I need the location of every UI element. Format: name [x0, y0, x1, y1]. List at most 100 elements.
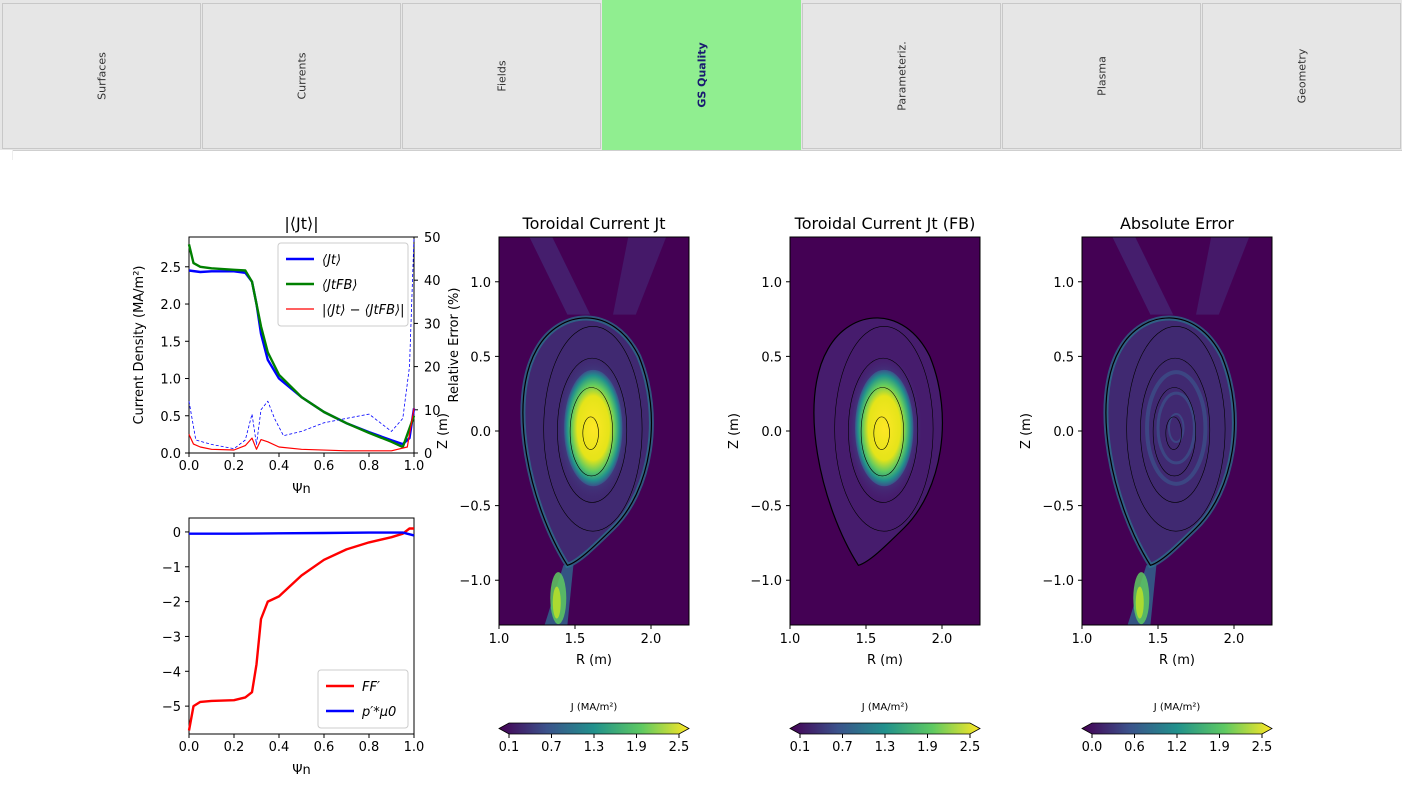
- colorbar-tick-label: 1.2: [1167, 740, 1188, 755]
- x-tick-label: 1.0: [489, 632, 510, 647]
- tab-fields[interactable]: Fields: [402, 3, 601, 149]
- y-tick-label: 0.5: [1053, 350, 1074, 365]
- flux-contour: [1165, 416, 1182, 450]
- legend-label: |⟨Jt⟩ − ⟨JtFB⟩|: [322, 303, 404, 318]
- flux-contour: [848, 357, 919, 503]
- legend-label: ⟨Jt⟩: [322, 253, 341, 268]
- x-axis-label: R (m): [576, 653, 612, 668]
- colorbar-tick-label: 0.7: [541, 740, 562, 755]
- y-tick-label: 0.0: [1053, 425, 1074, 440]
- x-tick-label: 0.2: [224, 740, 245, 755]
- y-tick-label: 0.5: [470, 350, 491, 365]
- colorbar-tick-label: 2.5: [960, 740, 981, 755]
- colorbar-tick-label: 1.9: [626, 740, 647, 755]
- chart-ff-prime: 0.0 0.2 0.4 0.6 0.8 1.0 0 −1 −2 −3 −4 −5 Ψn FF′ p′*μ0: [162, 517, 425, 778]
- tab-geometry[interactable]: Geometry: [1202, 3, 1401, 149]
- y-axis-label: Z (m): [1019, 413, 1034, 449]
- divertor-leg: [552, 586, 561, 619]
- y-tick-label: 0.5: [761, 350, 782, 365]
- x-tick-label: 0.2: [224, 459, 245, 474]
- x-tick-label: 1.0: [404, 459, 425, 474]
- colorbar-tick-label: 1.3: [584, 740, 605, 755]
- x-axis-label: R (m): [1159, 653, 1195, 668]
- colorbar-label: J (MA/m²): [570, 702, 618, 713]
- y-tick-label: 1.5: [160, 335, 181, 350]
- y2-tick-label: 0: [424, 447, 432, 462]
- colorbar-tick-label: 2.5: [1252, 740, 1273, 755]
- legend-label: ⟨JtFB⟩: [322, 278, 357, 293]
- legend-label: p′*μ0: [361, 705, 396, 720]
- tab-currents[interactable]: Currents: [202, 3, 401, 149]
- y-tick-label: −0.5: [459, 500, 491, 515]
- colorbar-tick-label: 1.9: [917, 740, 938, 755]
- series-line: [188, 236, 415, 450]
- figure-canvas: 0.0 0.2 0.4 0.6 0.8 1.0 0.0 0.5 1.0 1.5 2.0 2.5 0 10 2…: [12, 160, 1402, 802]
- figure-svg: 0.0 0.2 0.4 0.6 0.8 1.0 0.0 0.5 1.0 1.5 2.0 2.5 0 10 2…: [132, 214, 1273, 778]
- current-core: [855, 369, 914, 487]
- y-tick-label: 1.0: [470, 276, 491, 291]
- flux-contour: [873, 416, 890, 450]
- x-tick-label: 1.0: [780, 632, 801, 647]
- legend-label: FF′: [362, 680, 380, 695]
- x-tick-label: 0.6: [314, 740, 335, 755]
- colorbar: [1081, 722, 1273, 735]
- x-tick-label: 1.5: [1148, 632, 1169, 647]
- tab-label: Parameteriz.: [895, 41, 908, 111]
- y-tick-label: −1.0: [1042, 574, 1074, 589]
- plasma-boundary: [522, 317, 653, 567]
- plasma-region: [1105, 317, 1235, 566]
- tab-label: Currents: [295, 52, 308, 100]
- y-axis-label: Z (m): [436, 413, 451, 449]
- tab-gs-quality[interactable]: GS Quality: [602, 0, 801, 150]
- y-tick-label: 2.0: [160, 298, 181, 313]
- x-tick-label: 2.0: [932, 632, 953, 647]
- flux-contour: [557, 357, 628, 503]
- x-tick-label: 1.0: [1072, 632, 1093, 647]
- flux-contour: [860, 387, 904, 477]
- tab-label: Fields: [495, 60, 508, 92]
- tab-plasma[interactable]: Plasma: [1002, 3, 1201, 149]
- chart-absolute-error: 1.0 1.5 2.0 1.0 0.5 0.0 −0.5 −1.0 Absolute Error…: [1019, 214, 1273, 755]
- series-line: [187, 527, 414, 731]
- heatmap-image: [499, 237, 689, 625]
- x-tick-label: 1.0: [404, 740, 425, 755]
- flux-contour: [582, 416, 599, 450]
- colorbar-label: J (MA/m²): [1153, 702, 1201, 713]
- y-tick-label: −0.5: [1042, 500, 1074, 515]
- chart-title: Toroidal Current Jt: [522, 214, 666, 233]
- flux-contour: [834, 326, 934, 532]
- tab-parameteriz[interactable]: Parameteriz.: [802, 3, 1001, 149]
- colorbar-tick-label: 1.9: [1209, 740, 1230, 755]
- y2-tick-label: 50: [424, 231, 441, 246]
- y-tick-label: −2: [162, 596, 181, 611]
- x-tick-label: 2.0: [1224, 632, 1245, 647]
- y-axis-label: Z (m): [727, 413, 742, 449]
- error-ring: [1156, 391, 1196, 465]
- x-tick-label: 0.6: [314, 459, 335, 474]
- colorbar: [789, 722, 981, 735]
- heatmap-image: [790, 237, 980, 625]
- flux-contour: [1126, 326, 1226, 532]
- x-axis-label: Ψn: [292, 763, 310, 778]
- heatmap-image: [1082, 237, 1272, 625]
- colorbar-tick-label: 0.0: [1082, 740, 1103, 755]
- tab-label: Geometry: [1295, 48, 1308, 104]
- flux-contour: [569, 387, 613, 477]
- y-tick-label: 0: [173, 526, 181, 541]
- series-line: [189, 531, 415, 537]
- streak: [1196, 237, 1250, 315]
- series-line: [188, 269, 416, 446]
- colorbar-tick-label: 0.1: [499, 740, 520, 755]
- y2-axis-label: Relative Error (%): [447, 288, 462, 403]
- streak: [529, 237, 591, 315]
- x-tick-label: 0.8: [359, 459, 380, 474]
- y-axis-label: Current Density (MA/m²): [132, 265, 147, 424]
- colorbar-tick-label: 0.7: [832, 740, 853, 755]
- plasma-boundary: [813, 317, 944, 567]
- tab-surfaces[interactable]: Surfaces: [2, 3, 201, 149]
- y-tick-label: −0.5: [750, 500, 782, 515]
- colorbar-tick-label: 2.5: [669, 740, 690, 755]
- colorbar-tick-label: 1.3: [875, 740, 896, 755]
- error-ring: [1167, 413, 1185, 443]
- x-tick-label: 0.4: [269, 740, 290, 755]
